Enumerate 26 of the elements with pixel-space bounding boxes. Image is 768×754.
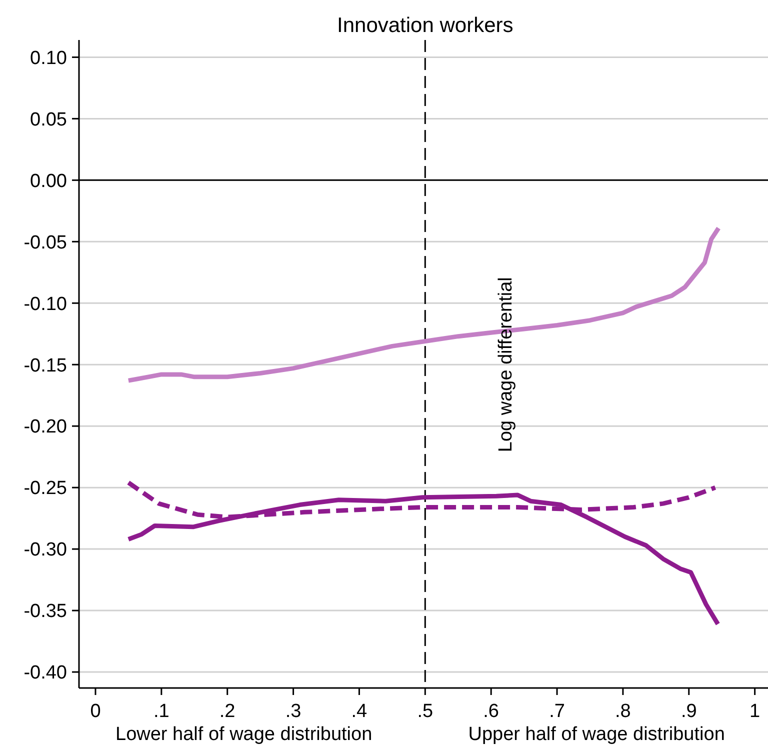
y-tick-label: 0.05	[30, 109, 67, 130]
y-tick-label: 0.10	[30, 48, 67, 69]
x-tick-label: 0	[90, 701, 101, 722]
y-tick-label: -0.30	[24, 540, 67, 561]
y-tick-label: -0.40	[24, 662, 67, 684]
x-tick-label: .7	[549, 701, 565, 722]
x-tick-label: .5	[417, 701, 434, 722]
y-tick-label: -0.25	[24, 478, 67, 500]
y-tick-label: -0.20	[24, 416, 67, 438]
text: Upper half of wage distribution	[468, 724, 725, 745]
y-tick-label: -0.15	[24, 355, 67, 376]
y-tick-label: -0.35	[24, 601, 67, 622]
x-tick-label: .6	[483, 701, 500, 722]
x-tick-label: .2	[219, 701, 236, 722]
x-tick-label: 1	[750, 701, 760, 722]
x-tick-label: .4	[351, 701, 368, 722]
text: Lower half of wage distribution	[116, 724, 372, 745]
y-tick-label: -0.10	[24, 294, 67, 315]
y-tick-label: 0.00	[30, 170, 67, 192]
x-tick-label: .1	[153, 701, 170, 722]
y-tick-label: -0.05	[24, 232, 67, 254]
x-tick-label: .3	[285, 701, 302, 722]
x-tick-label: .9	[680, 701, 697, 722]
chart-title: Innovation workers	[337, 14, 514, 37]
x-tick-label: .8	[615, 701, 631, 722]
y-axis-title: Log wage differential	[495, 277, 516, 452]
